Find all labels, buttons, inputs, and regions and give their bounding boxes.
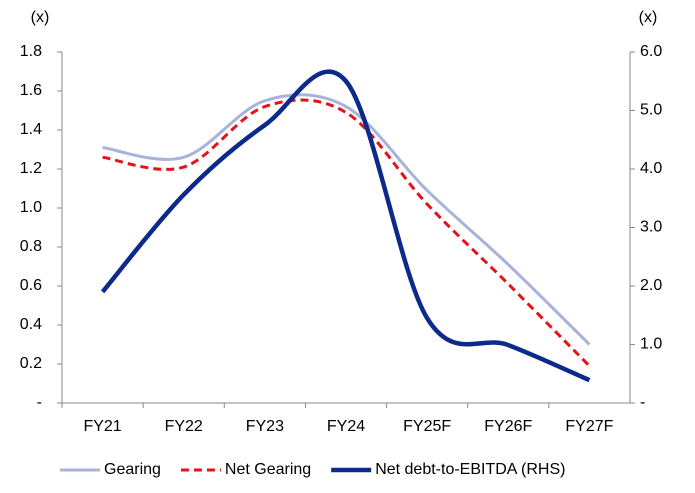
legend-label: Net debt-to-EBITDA (RHS) [375,461,565,478]
x-tick-label: FY27F [565,418,613,435]
y-tick-label: 1.0 [20,199,42,216]
y-tick-label: 0.8 [20,238,42,255]
x-tick-label: FY25F [403,418,451,435]
y-tick-label: 0.6 [20,277,42,294]
y2-tick-label: 4.0 [640,160,662,177]
y2-tick-label: 2.0 [640,277,662,294]
y-tick-label: 1.6 [20,82,42,99]
y2-tick-label: 5.0 [640,102,662,119]
y2-tick-label: 3.0 [640,219,662,236]
x-tick-label: FY26F [484,418,532,435]
x-tick-label: FY21 [83,418,121,435]
y2-tick-label: 1.0 [640,336,662,353]
y2-axis-label: (x) [639,9,658,26]
x-tick-label: FY24 [327,418,365,435]
series-line [100,69,591,383]
series-line [102,98,591,368]
series-line [102,93,591,346]
x-tick-label: FY23 [246,418,284,435]
y-axis-label: (x) [31,9,50,26]
y-tick-label: - [37,394,42,411]
legend-label: Net Gearing [225,461,311,478]
legend-label: Gearing [104,461,161,478]
y2-tick-label: 6.0 [640,43,662,60]
y-tick-label: 1.8 [20,43,42,60]
x-tick-label: FY22 [165,418,203,435]
y-tick-label: 1.4 [20,121,42,138]
y-tick-label: 1.2 [20,160,42,177]
y-tick-label: 0.2 [20,355,42,372]
y-tick-label: 0.4 [20,316,42,333]
y2-tick-label: - [640,394,645,411]
